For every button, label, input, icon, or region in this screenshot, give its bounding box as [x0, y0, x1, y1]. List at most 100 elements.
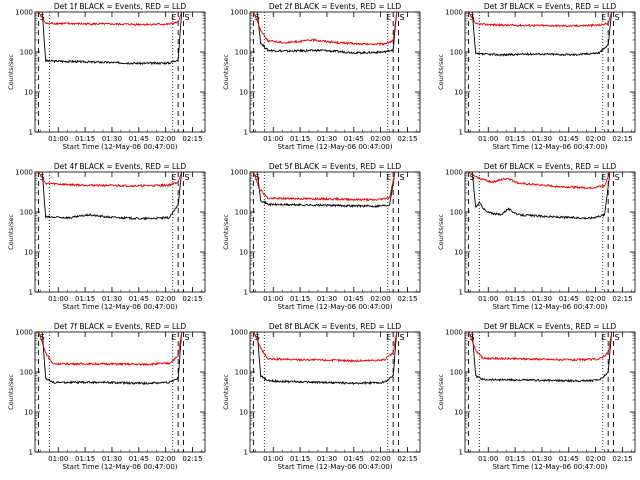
x-tick-label: 01:30	[317, 135, 337, 143]
x-tick-label: 01:00	[48, 135, 68, 143]
marker-label: S	[615, 13, 620, 22]
marker-label: S	[255, 13, 260, 22]
series-line-lld	[468, 331, 613, 362]
series-line-events	[41, 11, 183, 66]
plot-frame	[249, 331, 421, 453]
marker-label: S	[615, 333, 620, 342]
y-tick-label: 1000	[15, 9, 33, 17]
x-tick-label: 01:15	[290, 455, 310, 463]
x-tick-label: 01:45	[559, 295, 579, 303]
y-tick-label: 10	[24, 89, 33, 97]
y-axis-label: Counts/sec	[222, 214, 230, 250]
x-tick-label: 01:45	[129, 295, 149, 303]
y-axis-label: Counts/sec	[7, 374, 15, 410]
marker-label: E	[386, 173, 391, 182]
x-tick-label: 01:00	[263, 135, 283, 143]
panel-title: Det 5f BLACK = Events, RED = LLD	[269, 162, 402, 171]
marker-label: E	[171, 173, 176, 182]
x-tick-label: 01:00	[478, 135, 498, 143]
panel-title: Det 6f BLACK = Events, RED = LLD	[484, 162, 617, 171]
x-tick-label: 01:30	[317, 295, 337, 303]
y-tick-label: 1	[244, 129, 248, 137]
x-tick-label: 02:15	[397, 135, 417, 143]
plot-frame	[464, 171, 636, 293]
y-tick-label: 1000	[15, 329, 33, 337]
x-tick-label: 02:15	[182, 135, 202, 143]
x-tick-label: 02:00	[586, 455, 606, 463]
x-tick-label: 02:00	[586, 295, 606, 303]
x-tick-label: 02:00	[156, 295, 176, 303]
marker-label: S	[615, 173, 620, 182]
x-axis-label: Start Time (12-May-06 00:47:00)	[492, 303, 607, 311]
y-tick-label: 1	[29, 289, 33, 297]
x-axis-label: Start Time (12-May-06 00:47:00)	[277, 303, 392, 311]
panel-title: Det 1f BLACK = Events, RED = LLD	[54, 2, 187, 11]
x-tick-label: 01:15	[505, 455, 525, 463]
x-tick-label: 02:00	[156, 455, 176, 463]
y-tick-label: 1	[459, 449, 463, 457]
x-tick-label: 01:15	[290, 135, 310, 143]
x-axis-label: Start Time (12-May-06 00:47:00)	[277, 143, 392, 151]
marker-label: S	[470, 333, 475, 342]
y-tick-label: 100	[235, 49, 248, 57]
x-tick-label: 01:15	[75, 135, 95, 143]
marker-label: S	[255, 173, 260, 182]
y-tick-label: 100	[450, 209, 463, 217]
plot-frame	[464, 11, 636, 133]
marker-label: E	[601, 333, 606, 342]
x-tick-label: 01:45	[129, 135, 149, 143]
y-tick-label: 100	[450, 369, 463, 377]
series-line-events	[471, 11, 613, 57]
x-tick-label: 01:45	[559, 455, 579, 463]
marker-label: E	[171, 13, 176, 22]
x-tick-label: 01:45	[559, 135, 579, 143]
x-tick-label: 02:00	[586, 135, 606, 143]
panel-det-4f: Det 4f BLACK = Events, RED = LLD 1 10 100 10…	[7, 162, 206, 311]
marker-label: S	[185, 333, 190, 342]
y-tick-label: 1000	[15, 169, 33, 177]
y-tick-label: 10	[24, 249, 33, 257]
y-tick-label: 100	[235, 369, 248, 377]
series-line-lld	[468, 11, 613, 28]
y-tick-label: 1000	[230, 329, 248, 337]
y-axis-label: Counts/sec	[7, 54, 15, 90]
x-tick-label: 02:15	[612, 135, 632, 143]
x-axis-label: Start Time (12-May-06 00:47:00)	[62, 463, 177, 471]
series-line-lld	[253, 11, 398, 47]
y-axis-label: Counts/sec	[222, 54, 230, 90]
y-tick-label: 1000	[230, 9, 248, 17]
x-tick-label: 01:30	[532, 135, 552, 143]
panel-title: Det 7f BLACK = Events, RED = LLD	[54, 322, 187, 331]
y-tick-label: 100	[20, 49, 33, 57]
y-tick-label: 1	[29, 449, 33, 457]
marker-label: E	[386, 13, 391, 22]
y-tick-label: 100	[450, 49, 463, 57]
plot-frame	[34, 331, 206, 453]
plot-frame	[464, 331, 636, 453]
x-tick-label: 01:45	[344, 295, 364, 303]
x-tick-label: 01:30	[102, 455, 122, 463]
series-line-lld	[38, 11, 183, 27]
x-tick-label: 01:15	[290, 295, 310, 303]
y-tick-label: 1000	[445, 329, 463, 337]
x-tick-label: 02:00	[156, 135, 176, 143]
plot-frame	[249, 171, 421, 293]
x-tick-label: 01:15	[75, 295, 95, 303]
y-axis-label: Counts/sec	[222, 374, 230, 410]
x-tick-label: 02:15	[612, 455, 632, 463]
series-line-lld	[38, 331, 183, 367]
y-tick-label: 10	[239, 249, 248, 257]
y-tick-label: 1	[244, 289, 248, 297]
marker-label: S	[255, 333, 260, 342]
marker-label: S	[400, 13, 405, 22]
x-tick-label: 01:00	[48, 455, 68, 463]
panel-det-9f: Det 9f BLACK = Events, RED = LLD 1 10 100 10…	[437, 322, 636, 471]
panel-det-3f: Det 3f BLACK = Events, RED = LLD 1 10 100 10…	[437, 2, 636, 151]
x-tick-label: 01:30	[102, 135, 122, 143]
x-axis-label: Start Time (12-May-06 00:47:00)	[277, 463, 392, 471]
y-tick-label: 1	[244, 449, 248, 457]
marker-label: E	[171, 333, 176, 342]
marker-label: S	[470, 173, 475, 182]
y-tick-label: 1	[459, 129, 463, 137]
